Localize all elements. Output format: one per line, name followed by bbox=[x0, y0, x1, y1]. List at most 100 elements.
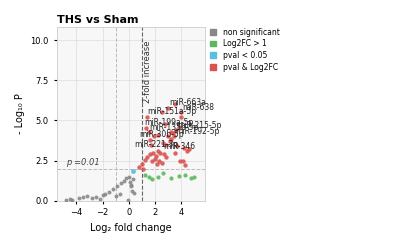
Point bbox=[114, 184, 120, 188]
Point bbox=[168, 137, 174, 141]
Point bbox=[126, 175, 132, 179]
Point bbox=[159, 110, 166, 114]
Text: miR-663a: miR-663a bbox=[170, 98, 206, 107]
Point bbox=[172, 102, 179, 106]
Point bbox=[130, 169, 137, 173]
Point bbox=[143, 115, 150, 119]
Point bbox=[163, 155, 170, 159]
Point bbox=[116, 192, 123, 196]
Point bbox=[154, 175, 161, 179]
Point bbox=[160, 141, 166, 145]
Point bbox=[165, 106, 172, 110]
Text: miR-30b-5p: miR-30b-5p bbox=[139, 130, 184, 139]
Point bbox=[173, 128, 179, 132]
Point bbox=[172, 151, 178, 155]
Point bbox=[153, 154, 160, 158]
Text: miR-199a-5p: miR-199a-5p bbox=[144, 118, 193, 127]
Point bbox=[162, 143, 169, 147]
Point bbox=[139, 162, 145, 166]
Text: miR-215-5p: miR-215-5p bbox=[178, 121, 222, 130]
Text: miR-638: miR-638 bbox=[183, 103, 215, 112]
Text: p =0.01: p =0.01 bbox=[66, 158, 100, 167]
Point bbox=[157, 151, 164, 155]
Point bbox=[176, 174, 182, 178]
Point bbox=[125, 198, 131, 202]
Point bbox=[93, 195, 99, 199]
Point bbox=[184, 149, 190, 153]
Point bbox=[162, 122, 168, 126]
Text: miR-346: miR-346 bbox=[163, 142, 195, 151]
Point bbox=[150, 151, 156, 155]
Point bbox=[182, 173, 188, 177]
Point bbox=[161, 152, 168, 156]
Point bbox=[191, 175, 198, 179]
Text: miR-151a-5p: miR-151a-5p bbox=[147, 107, 196, 116]
Legend: non significant, Log2FC > 1, pval < 0.05, pval & Log2FC: non significant, Log2FC > 1, pval < 0.05… bbox=[210, 28, 279, 71]
Point bbox=[131, 191, 137, 195]
Point bbox=[129, 189, 135, 193]
Point bbox=[147, 138, 154, 142]
Point bbox=[110, 187, 116, 191]
Point bbox=[127, 180, 133, 184]
Point bbox=[97, 197, 103, 201]
Text: miR-192-5p: miR-192-5p bbox=[176, 127, 220, 136]
Point bbox=[152, 157, 158, 161]
Point bbox=[144, 155, 150, 159]
Point bbox=[145, 130, 152, 134]
Point bbox=[123, 176, 129, 180]
Point bbox=[182, 163, 188, 167]
Point bbox=[69, 198, 76, 202]
Text: 2-fold increase: 2-fold increase bbox=[143, 41, 152, 103]
Point bbox=[80, 195, 86, 199]
Point bbox=[120, 179, 127, 183]
Point bbox=[158, 161, 165, 165]
Point bbox=[76, 196, 82, 200]
Point bbox=[168, 130, 175, 134]
Point bbox=[66, 197, 73, 201]
Text: THS vs Sham: THS vs Sham bbox=[56, 15, 138, 25]
Point bbox=[177, 159, 183, 163]
Point bbox=[128, 184, 134, 188]
Point bbox=[145, 175, 152, 179]
Point bbox=[140, 167, 146, 171]
Point bbox=[178, 110, 184, 114]
Point bbox=[181, 146, 187, 150]
Point bbox=[99, 193, 106, 197]
Point bbox=[187, 176, 194, 180]
X-axis label: Log₂ fold change: Log₂ fold change bbox=[90, 223, 172, 233]
Point bbox=[180, 159, 186, 163]
Point bbox=[176, 125, 182, 129]
Point bbox=[62, 198, 69, 202]
Point bbox=[154, 162, 160, 166]
Y-axis label: - Log₁₀ P: - Log₁₀ P bbox=[15, 93, 25, 134]
Point bbox=[141, 173, 148, 177]
Point bbox=[186, 147, 192, 151]
Point bbox=[141, 158, 148, 162]
Point bbox=[143, 126, 149, 130]
Point bbox=[84, 194, 90, 198]
Point bbox=[154, 133, 161, 137]
Point bbox=[150, 134, 157, 138]
Point bbox=[178, 115, 184, 119]
Point bbox=[128, 183, 135, 187]
Point bbox=[136, 165, 142, 169]
Point bbox=[130, 177, 136, 181]
Point bbox=[118, 181, 124, 185]
Point bbox=[149, 177, 156, 181]
Point bbox=[165, 134, 172, 138]
Text: miR-221-3p: miR-221-3p bbox=[134, 140, 178, 149]
Point bbox=[147, 152, 153, 156]
Point bbox=[149, 159, 156, 163]
Point bbox=[106, 190, 112, 194]
Point bbox=[155, 149, 162, 153]
Text: miR-135b-5p: miR-135b-5p bbox=[149, 123, 198, 132]
Point bbox=[156, 159, 162, 163]
Point bbox=[148, 143, 154, 147]
Point bbox=[166, 139, 173, 143]
Point bbox=[171, 134, 177, 138]
Point bbox=[174, 144, 181, 148]
Point bbox=[89, 196, 95, 200]
Point bbox=[170, 131, 177, 135]
Point bbox=[102, 192, 108, 196]
Point bbox=[112, 194, 119, 198]
